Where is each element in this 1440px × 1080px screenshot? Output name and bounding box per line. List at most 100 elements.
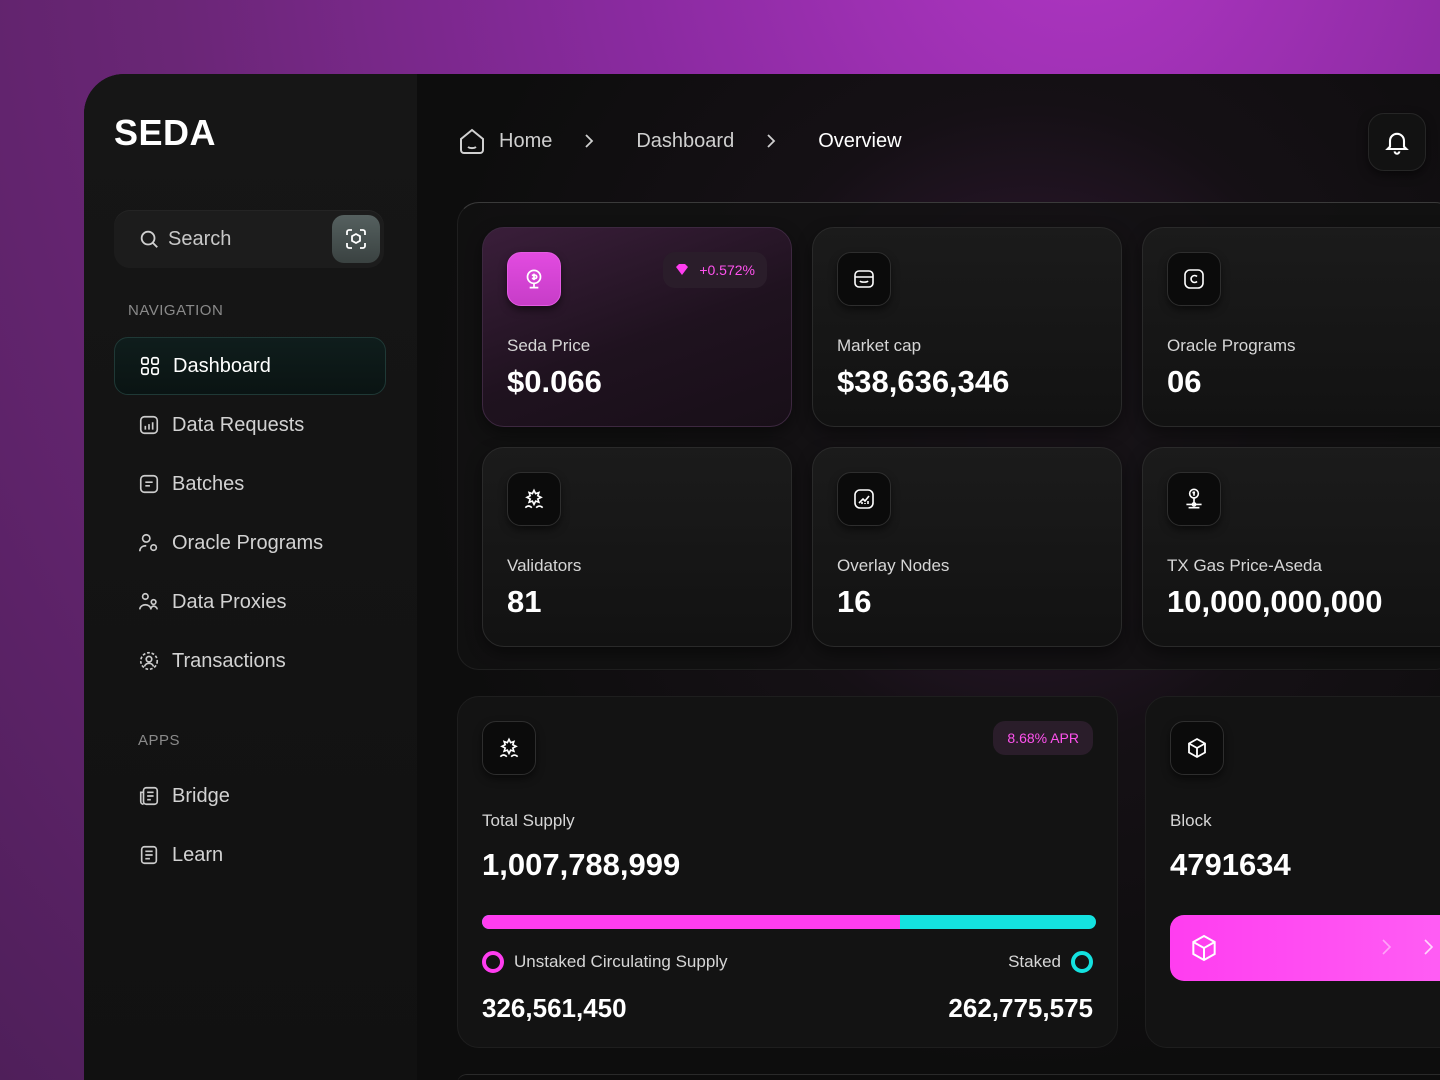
grid-icon	[140, 356, 160, 376]
unstaked-label: Unstaked Circulating Supply	[514, 952, 728, 971]
stat-card-validators[interactable]: Validators 81	[482, 447, 792, 647]
user-circle-icon	[139, 651, 159, 671]
heart-icon	[676, 264, 689, 275]
stat-value: $38,636,346	[837, 364, 1010, 399]
supply-progress-bar	[482, 915, 1096, 929]
sidebar-item-data-requests[interactable]: Data Requests	[114, 396, 386, 454]
block-swipe-button[interactable]	[1170, 915, 1440, 981]
chart-icon	[139, 415, 159, 435]
notification-button[interactable]	[1368, 113, 1426, 171]
sidebar-item-bridge[interactable]: Bridge	[114, 767, 386, 825]
bell-icon	[1385, 132, 1409, 155]
stats-panel: +0.572% Seda Price $0.066 Market cap $38…	[457, 202, 1440, 670]
breadcrumb-home[interactable]: Home	[499, 129, 553, 152]
home-icon[interactable]	[457, 126, 487, 156]
app-window: SEDA Search NAVIGATION Dashboard Data Re…	[84, 74, 1440, 1080]
sprout-icon	[524, 488, 544, 509]
sidebar-item-label: Transactions	[172, 649, 286, 672]
book-icon	[140, 845, 158, 865]
sidebar: SEDA Search NAVIGATION Dashboard Data Re…	[84, 74, 417, 1080]
stat-card-overlay-nodes[interactable]: Overlay Nodes 16	[812, 447, 1122, 647]
stat-card-market-cap[interactable]: Market cap $38,636,346	[812, 227, 1122, 427]
sidebar-item-label: Learn	[172, 843, 224, 866]
unstaked-value: 326,561,450	[482, 993, 627, 1023]
swipe-arrows	[1380, 937, 1436, 957]
sidebar-item-dashboard[interactable]: Dashboard	[114, 337, 386, 395]
price-change-value: +0.572%	[699, 262, 755, 278]
next-panel-edge	[457, 1074, 1440, 1080]
stat-card-seda-price[interactable]: +0.572% Seda Price $0.066	[482, 227, 792, 427]
sidebar-item-transactions[interactable]: Transactions	[114, 632, 386, 690]
stat-value: 16	[837, 584, 872, 619]
document-icon	[139, 474, 159, 494]
user-gear-icon	[139, 533, 158, 552]
coin-icon	[526, 269, 542, 289]
newspaper-icon	[139, 786, 159, 806]
main-content: Home Dashboard Overview +0.572% Seda Pri…	[417, 74, 1440, 1080]
scan-button[interactable]	[332, 215, 380, 263]
cube-icon	[1192, 934, 1216, 962]
price-change-badge: +0.572%	[663, 252, 767, 288]
copyright-icon-box	[1167, 252, 1221, 306]
breadcrumb-dashboard[interactable]: Dashboard	[636, 129, 735, 152]
stat-label: Market cap	[837, 336, 922, 355]
stat-label: Oracle Programs	[1167, 336, 1296, 355]
unstaked-legend: Unstaked Circulating Supply	[482, 951, 728, 973]
search-input[interactable]: Search	[168, 227, 232, 250]
chart-up-icon-box	[837, 472, 891, 526]
gas-icon	[1186, 488, 1202, 509]
chevron-right-icon	[1424, 939, 1434, 955]
chart-up-icon	[854, 489, 874, 509]
block-label: Block	[1170, 811, 1212, 830]
gas-icon-box	[1167, 472, 1221, 526]
logo: SEDA	[114, 112, 217, 153]
cube-icon-box	[1170, 721, 1224, 775]
stat-label: Seda Price	[507, 336, 591, 355]
navigation-label: NAVIGATION	[128, 302, 224, 319]
stat-value: 10,000,000,000	[1167, 584, 1383, 619]
scan-cube-icon	[346, 229, 366, 249]
total-supply-card: 8.68% APR Total Supply 1,007,788,999 Uns…	[457, 696, 1118, 1048]
stat-value: $0.066	[507, 364, 602, 399]
apr-badge: 8.68% APR	[993, 721, 1093, 755]
stat-label: TX Gas Price-Aseda	[1167, 556, 1322, 575]
sidebar-item-label: Oracle Programs	[172, 531, 324, 554]
stat-label: Overlay Nodes	[837, 556, 950, 575]
cube-icon	[1188, 737, 1206, 759]
staked-label: Staked	[1008, 952, 1061, 971]
sidebar-item-label: Dashboard	[173, 354, 271, 377]
search-icon	[140, 230, 158, 248]
unstaked-fill	[482, 915, 900, 929]
sidebar-item-learn[interactable]: Learn	[114, 826, 386, 884]
sidebar-item-label: Data Proxies	[172, 590, 287, 613]
users-icon	[139, 592, 159, 610]
sidebar-item-label: Batches	[172, 472, 245, 495]
staked-legend: Staked	[1008, 951, 1093, 973]
pink-ring-icon	[482, 951, 504, 973]
block-value: 4791634	[1170, 847, 1291, 882]
sidebar-item-oracle-programs[interactable]: Oracle Programs	[114, 514, 386, 572]
sprout-icon-box	[507, 472, 561, 526]
sidebar-item-label: Bridge	[172, 784, 230, 807]
chevron-right-icon	[1382, 939, 1392, 955]
store-icon	[854, 270, 874, 288]
coin-icon-box	[507, 252, 561, 306]
stat-value: 81	[507, 584, 542, 619]
sidebar-item-label: Data Requests	[172, 413, 305, 436]
store-icon-box	[837, 252, 891, 306]
breadcrumb-current: Overview	[818, 129, 902, 152]
sprout-icon-box	[482, 721, 536, 775]
chevron-right-icon	[767, 134, 776, 148]
stat-card-oracle-programs[interactable]: Oracle Programs 06	[1142, 227, 1440, 427]
sidebar-item-data-proxies[interactable]: Data Proxies	[114, 573, 386, 631]
search-bar[interactable]: Search	[114, 210, 384, 268]
sidebar-item-batches[interactable]: Batches	[114, 455, 386, 513]
supply-value: 1,007,788,999	[482, 847, 681, 882]
breadcrumb: Home Dashboard Overview	[457, 126, 902, 156]
block-card: Block 4791634	[1145, 696, 1440, 1048]
copyright-icon	[1184, 269, 1204, 289]
supply-label: Total Supply	[482, 811, 575, 830]
cyan-ring-icon	[1071, 951, 1093, 973]
stat-value: 06	[1167, 364, 1202, 399]
stat-card-tx-gas-price[interactable]: TX Gas Price-Aseda 10,000,000,000	[1142, 447, 1440, 647]
